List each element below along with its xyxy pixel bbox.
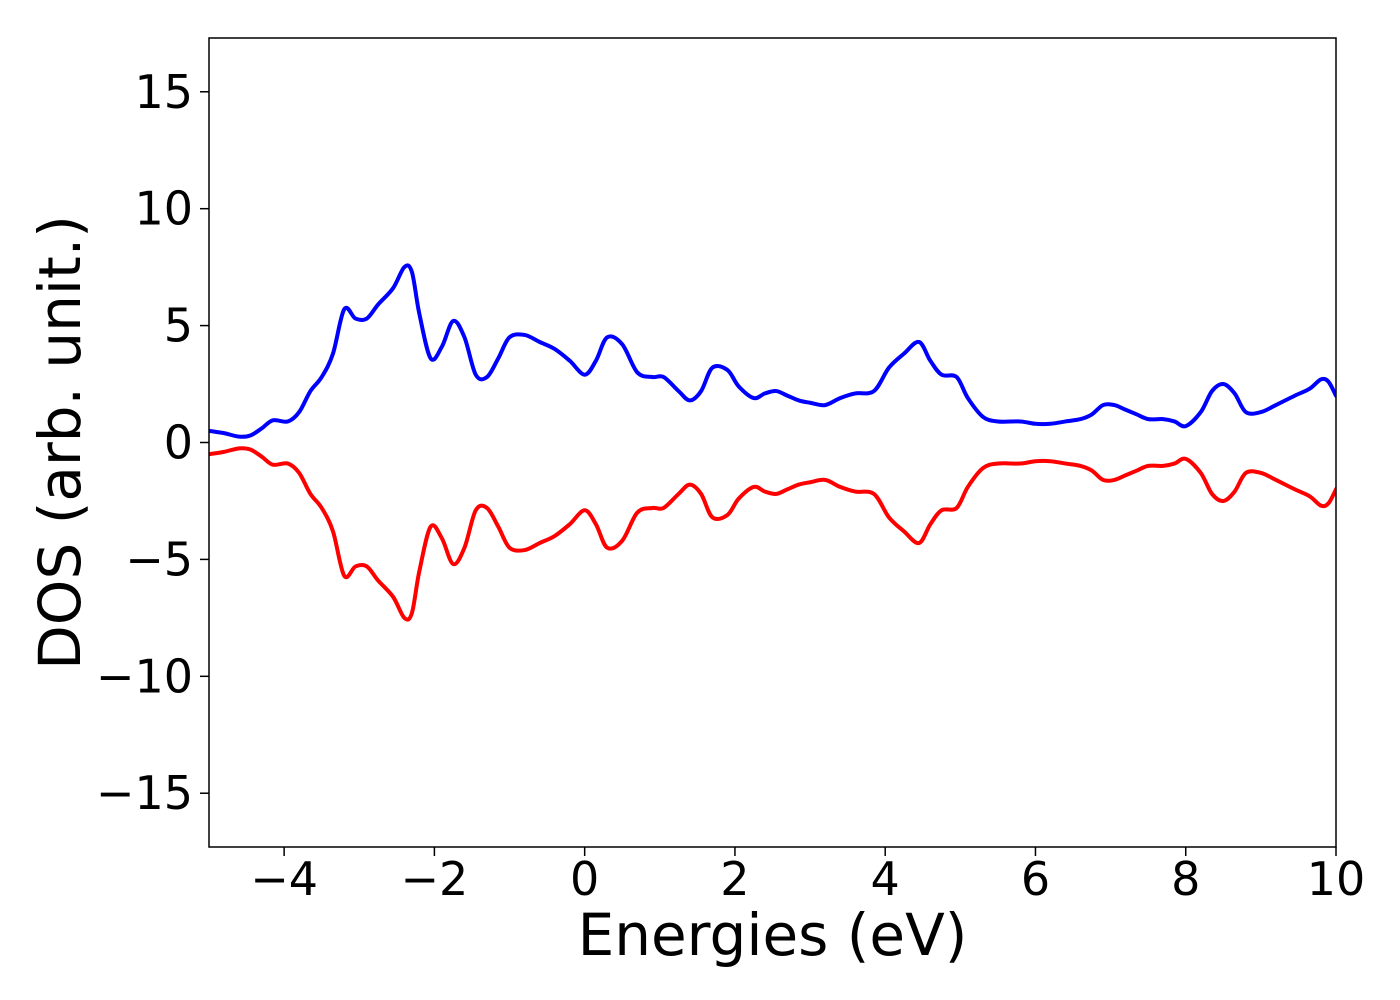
y-tick-label: 10 (134, 182, 193, 236)
x-axis: −4 −2 0 2 4 6 8 10 (250, 847, 1365, 906)
y-tick-label: −10 (96, 649, 193, 703)
y-tick-label: 0 (164, 416, 193, 470)
x-axis-title: Energies (eV) (578, 901, 968, 969)
y-tick-label: 5 (164, 299, 193, 353)
x-tick-label: 10 (1307, 852, 1366, 906)
y-tick-label: −15 (96, 766, 193, 820)
x-tick-label: −4 (250, 852, 318, 906)
x-tick-label: 4 (871, 852, 900, 906)
series-layer (209, 263, 1336, 622)
y-tick-label: −5 (125, 532, 193, 586)
x-tick-label: 0 (570, 852, 599, 906)
series-line-1 (209, 263, 1336, 439)
x-tick-label: −2 (400, 852, 468, 906)
y-axis-title: DOS (arb. unit.) (26, 215, 94, 670)
series-line-2 (209, 446, 1336, 622)
plot-frame (208, 37, 1337, 848)
x-tick-label: 8 (1171, 852, 1200, 906)
x-tick-label: 6 (1021, 852, 1050, 906)
x-tick-label: 2 (720, 852, 749, 906)
y-tick-label: 15 (134, 65, 193, 119)
y-axis: 15 10 5 0 −5 −10 −15 (96, 65, 209, 820)
